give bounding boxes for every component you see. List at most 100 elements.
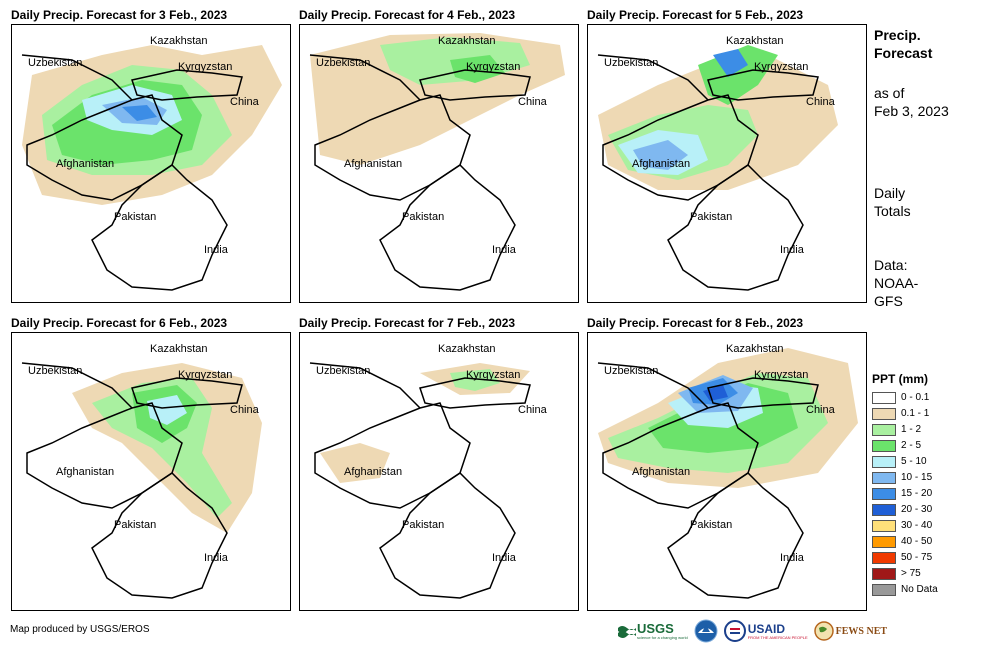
legend-item: 20 - 30 bbox=[872, 502, 972, 517]
label-china: China bbox=[230, 96, 259, 108]
legend-item: > 75 bbox=[872, 566, 972, 581]
label-pakistan: Pakistan bbox=[114, 519, 157, 531]
label-china: China bbox=[518, 96, 547, 108]
precip-area bbox=[92, 378, 232, 518]
fewsnet-globe-icon bbox=[813, 621, 834, 641]
forecast-title-line2: Forecast bbox=[874, 45, 933, 61]
legend-label: 30 - 40 bbox=[901, 520, 933, 531]
label-afghanistan: Afghanistan bbox=[632, 466, 691, 478]
fewsnet-wordmark: FEWS NET bbox=[835, 625, 888, 637]
precip-map bbox=[597, 348, 858, 599]
legend-item: 30 - 40 bbox=[872, 518, 972, 533]
usaid-tagline: FROM THE AMERICAN PEOPLE bbox=[747, 634, 808, 640]
label-pakistan: Pakistan bbox=[402, 519, 445, 531]
label-afghanistan: Afghanistan bbox=[56, 158, 115, 170]
legend-swatch bbox=[872, 583, 896, 596]
usgs-wave-icon bbox=[618, 626, 636, 638]
label-afghanistan: Afghanistan bbox=[344, 158, 403, 170]
country-border bbox=[309, 54, 421, 101]
map-panel-feb6: Daily Precip. Forecast for 6 Feb., 2023 … bbox=[10, 316, 300, 616]
map-panel-feb3: Daily Precip. Forecast for 3 Feb., 2023 … bbox=[10, 8, 300, 308]
legend-item: 1 - 2 bbox=[872, 422, 972, 437]
precip-area bbox=[633, 140, 688, 170]
legend-item: 50 - 75 bbox=[872, 550, 972, 565]
label-india: India bbox=[492, 244, 516, 256]
country-border bbox=[707, 377, 819, 409]
country-border bbox=[379, 164, 516, 291]
label-uzbekistan: Uzbekistan bbox=[28, 57, 83, 69]
label-kyrgyzstan: Kyrgyzstan bbox=[466, 369, 521, 381]
label-pakistan: Pakistan bbox=[402, 211, 445, 223]
precip-area bbox=[713, 49, 748, 77]
legend-item: 10 - 15 bbox=[872, 470, 972, 485]
legend-label: 5 - 10 bbox=[901, 456, 927, 467]
label-uzbekistan: Uzbekistan bbox=[604, 57, 659, 69]
legend-title: PPT (mm) bbox=[872, 372, 929, 386]
legend-swatch bbox=[872, 455, 896, 468]
legend-item: 0 - 0.1 bbox=[872, 390, 972, 405]
usgs-wordmark: USGS bbox=[637, 621, 674, 636]
country-border bbox=[667, 472, 804, 599]
legend-swatch bbox=[872, 503, 896, 516]
map-frame: Kazakhstan Uzbekistan Kyrgyzstan China A… bbox=[587, 332, 867, 611]
precip-area bbox=[450, 55, 505, 83]
legend-label: 0.1 - 1 bbox=[901, 408, 930, 419]
map-frame: Kazakhstan Uzbekistan Kyrgyzstan China A… bbox=[587, 24, 867, 303]
country-border bbox=[131, 69, 243, 101]
label-uzbekistan: Uzbekistan bbox=[316, 365, 371, 377]
legend-swatch bbox=[872, 519, 896, 532]
as-of-line2: Feb 3, 2023 bbox=[874, 103, 949, 119]
legend-swatch bbox=[872, 567, 896, 580]
precip-area bbox=[320, 443, 390, 483]
country-border bbox=[26, 402, 183, 509]
usaid-wordmark: USAID bbox=[747, 621, 786, 636]
map-panel-feb7: Daily Precip. Forecast for 7 Feb., 2023 … bbox=[298, 316, 588, 616]
legend-rows: 0 - 0.1 0.1 - 1 1 - 2 2 - 5 5 - 10 10 - 15 15 … bbox=[872, 390, 972, 597]
map-panel-feb5: Daily Precip. Forecast for 5 Feb., 2023 … bbox=[586, 8, 876, 308]
label-kazakhstan: Kazakhstan bbox=[438, 343, 496, 355]
legend-label: 40 - 50 bbox=[901, 536, 933, 547]
label-kyrgyzstan: Kyrgyzstan bbox=[754, 61, 809, 73]
map-frame: Kazakhstan Uzbekistan Kyrgyzstan China A… bbox=[299, 24, 579, 303]
label-china: China bbox=[806, 96, 835, 108]
country-border bbox=[602, 94, 759, 201]
country-border bbox=[21, 54, 133, 101]
map-frame: Kazakhstan Uzbekistan Kyrgyzstan China A… bbox=[299, 332, 579, 611]
label-india: India bbox=[492, 552, 516, 564]
legend-label: 0 - 0.1 bbox=[901, 392, 930, 403]
legend-swatch bbox=[872, 439, 896, 452]
map-frame: Kazakhstan Uzbekistan Kyrgyzstan China A… bbox=[11, 332, 291, 611]
label-kazakhstan: Kazakhstan bbox=[726, 35, 784, 47]
data-source: Data: NOAA- GFS bbox=[874, 256, 918, 310]
label-kyrgyzstan: Kyrgyzstan bbox=[178, 369, 233, 381]
logo-strip: USGS science for a changing world USAID … bbox=[618, 617, 893, 645]
label-india: India bbox=[780, 552, 804, 564]
map-frame: Kazakhstan Uzbekistan Kyrgyzstan China A… bbox=[11, 24, 291, 303]
legend-swatch bbox=[872, 407, 896, 420]
label-pakistan: Pakistan bbox=[114, 211, 157, 223]
noaa-logo bbox=[694, 619, 718, 643]
legend-swatch bbox=[872, 535, 896, 548]
data-line3: GFS bbox=[874, 293, 903, 309]
precip-area bbox=[122, 105, 157, 121]
panel-title: Daily Precip. Forecast for 8 Feb., 2023 bbox=[587, 316, 804, 330]
legend-item: No Data bbox=[872, 582, 972, 597]
daily-totals: Daily Totals bbox=[874, 184, 911, 220]
country-border bbox=[91, 164, 228, 291]
label-kazakhstan: Kazakhstan bbox=[438, 35, 496, 47]
legend-label: 10 - 15 bbox=[901, 472, 933, 483]
panel-title: Daily Precip. Forecast for 4 Feb., 2023 bbox=[299, 8, 516, 22]
label-kyrgyzstan: Kyrgyzstan bbox=[178, 61, 233, 73]
legend-label: 50 - 75 bbox=[901, 552, 933, 563]
country-border bbox=[26, 94, 183, 201]
country-border bbox=[379, 472, 516, 599]
forecast-title: Precip. Forecast bbox=[874, 26, 932, 62]
country-border bbox=[309, 362, 421, 409]
precip-map bbox=[21, 362, 262, 599]
precip-map bbox=[309, 33, 565, 291]
country-border bbox=[707, 69, 819, 101]
panel-title: Daily Precip. Forecast for 6 Feb., 2023 bbox=[11, 316, 228, 330]
usaid-seal-icon bbox=[723, 620, 746, 642]
precip-area bbox=[450, 369, 500, 391]
credit-text: Map produced by USGS/EROS bbox=[10, 624, 150, 635]
